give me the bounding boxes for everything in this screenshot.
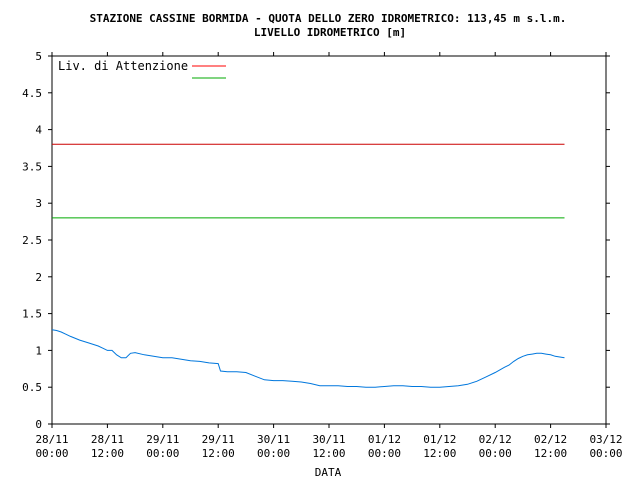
x-tick-label-date: 30/11 bbox=[312, 433, 345, 446]
x-axis: 28/1100:0028/1112:0029/1100:0029/1112:00… bbox=[35, 52, 623, 460]
x-tick-label-time: 12:00 bbox=[202, 447, 235, 460]
legend-label: Liv. di Attenzione bbox=[58, 59, 188, 73]
x-tick-label-date: 29/11 bbox=[146, 433, 179, 446]
x-tick-label-time: 00:00 bbox=[35, 447, 68, 460]
x-tick-label-date: 02/12 bbox=[534, 433, 567, 446]
x-tick-label-date: 02/12 bbox=[479, 433, 512, 446]
series-layer bbox=[51, 143, 565, 388]
x-tick-label-date: 28/11 bbox=[91, 433, 124, 446]
x-tick-label-date: 01/12 bbox=[423, 433, 456, 446]
x-tick-label-date: 30/11 bbox=[257, 433, 290, 446]
x-tick-label-time: 00:00 bbox=[589, 447, 622, 460]
y-tick-label: 1 bbox=[35, 344, 42, 357]
x-axis-label: DATA bbox=[315, 466, 342, 479]
y-tick-label: 1.5 bbox=[22, 308, 42, 321]
y-tick-label: 0 bbox=[35, 418, 42, 431]
legend: Liv. di Attenzione bbox=[58, 59, 226, 79]
x-tick-label-date: 03/12 bbox=[589, 433, 622, 446]
y-tick-label: 0.5 bbox=[22, 381, 42, 394]
x-tick-label-date: 01/12 bbox=[368, 433, 401, 446]
x-tick-label-date: 28/11 bbox=[35, 433, 68, 446]
y-tick-label: 3.5 bbox=[22, 160, 42, 173]
x-tick-label-date: 29/11 bbox=[202, 433, 235, 446]
chart-title: STAZIONE CASSINE BORMIDA - QUOTA DELLO Z… bbox=[90, 12, 567, 25]
x-tick-label-time: 00:00 bbox=[257, 447, 290, 460]
x-tick-label-time: 00:00 bbox=[146, 447, 179, 460]
x-tick-label-time: 00:00 bbox=[479, 447, 512, 460]
y-tick-label: 2.5 bbox=[22, 234, 42, 247]
y-tick-label: 2 bbox=[35, 271, 42, 284]
plot-frame bbox=[51, 55, 607, 425]
y-tick-label: 3 bbox=[35, 197, 42, 210]
y-tick-label: 4.5 bbox=[22, 87, 42, 100]
x-tick-label-time: 12:00 bbox=[312, 447, 345, 460]
y-axis: 0 0.5 1 1.5 2 2.5 3 3.5 4 4.5 5 bbox=[22, 50, 610, 431]
series-line-2 bbox=[51, 329, 565, 388]
x-tick-label-time: 12:00 bbox=[423, 447, 456, 460]
x-tick-label-time: 12:00 bbox=[91, 447, 124, 460]
y-tick-label: 4 bbox=[35, 124, 42, 137]
x-tick-label-time: 00:00 bbox=[368, 447, 401, 460]
y-tick-label: 5 bbox=[35, 50, 42, 63]
x-tick-label-time: 12:00 bbox=[534, 447, 567, 460]
chart-subtitle: LIVELLO IDROMETRICO [m] bbox=[254, 26, 406, 39]
